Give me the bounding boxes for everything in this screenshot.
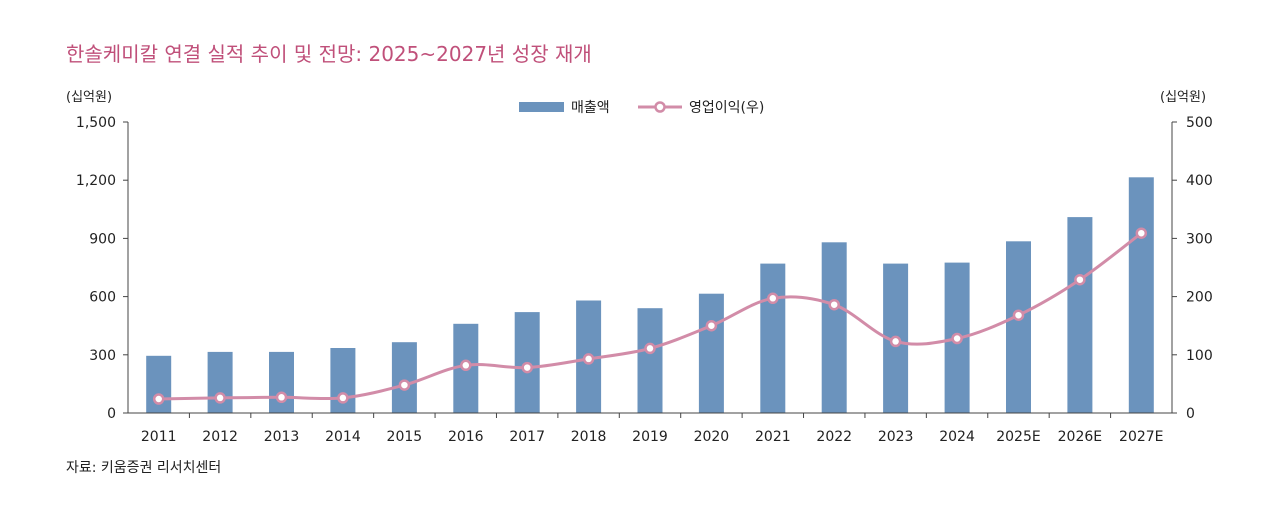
left-axis-unit: (십억원) <box>66 90 113 105</box>
bar-2021 <box>760 263 786 413</box>
right-tick-label: 400 <box>1186 173 1213 189</box>
right-tick-label: 500 <box>1186 115 1213 131</box>
profit-point-2022 <box>828 298 840 311</box>
profit-point-2017 <box>521 361 533 374</box>
x-tick-label: 2017 <box>509 429 545 445</box>
profit-point-2023 <box>889 335 902 348</box>
bar-2020 <box>698 293 724 413</box>
left-tick-label: 1,200 <box>76 173 116 189</box>
x-tick-label: 2025E <box>996 429 1040 445</box>
profit-point-2025E <box>1012 309 1025 321</box>
x-tick-label: 2011 <box>141 429 177 445</box>
bar-2027E <box>1128 177 1154 413</box>
operating-profit-line <box>158 232 1143 401</box>
right-tick-label: 200 <box>1186 290 1213 306</box>
x-tick-label: 2022 <box>816 429 852 445</box>
profit-point-2026E <box>1074 273 1086 286</box>
profit-point-2019 <box>644 342 656 355</box>
x-tick-label: 2016 <box>448 429 484 445</box>
bar-2026E <box>1067 217 1093 413</box>
profit-point-2011 <box>152 393 165 405</box>
profit-point-2014 <box>337 392 349 404</box>
x-tick-label: 2024 <box>939 429 975 445</box>
profit-point-2027E <box>1135 227 1148 239</box>
profit-point-2021 <box>767 292 779 305</box>
profit-point-2016 <box>460 359 472 372</box>
right-tick-label: 100 <box>1186 348 1213 364</box>
x-tick-label: 2020 <box>694 429 730 445</box>
legend-label-operating-profit: 영업이익(우) <box>689 100 764 116</box>
profit-point-2018 <box>582 353 595 365</box>
x-tick-label: 2013 <box>264 429 300 445</box>
bar-2013 <box>269 351 294 413</box>
right-tick-label: 0 <box>1186 406 1195 422</box>
left-tick-label: 300 <box>89 348 116 364</box>
bar-2025E <box>1006 241 1031 413</box>
x-tick-label: 2015 <box>387 429 423 445</box>
profit-point-2015 <box>398 379 411 391</box>
chart-title: 한솔케미칼 연결 실적 추이 및 전망: 2025~2027년 성장 재개 <box>66 42 592 66</box>
bar-2019 <box>637 308 663 413</box>
x-tick-label: 2023 <box>878 429 914 445</box>
x-tick-label: 2019 <box>632 429 668 445</box>
bar-2012 <box>207 351 233 413</box>
x-tick-label: 2027E <box>1119 429 1163 445</box>
profit-point-2012 <box>214 392 226 404</box>
left-tick-label: 1,500 <box>76 115 116 131</box>
legend-label-revenue: 매출액 <box>571 100 610 116</box>
left-tick-label: 900 <box>89 231 116 247</box>
right-axis-unit: (십억원) <box>1160 90 1207 105</box>
x-tick-label: 2026E <box>1058 429 1102 445</box>
x-tick-label: 2018 <box>571 429 607 445</box>
left-tick-label: 0 <box>107 406 116 422</box>
x-tick-label: 2021 <box>755 429 791 445</box>
bar-2022 <box>821 242 847 413</box>
profit-point-2024 <box>951 332 963 345</box>
source-note: 자료: 키움증권 리서치센터 <box>66 460 222 476</box>
bar-2015 <box>391 342 417 413</box>
right-tick-label: 300 <box>1186 231 1213 247</box>
x-tick-label: 2014 <box>325 429 361 445</box>
left-tick-label: 600 <box>89 290 116 306</box>
profit-point-2013 <box>275 391 288 404</box>
x-tick-label: 2012 <box>202 429 238 445</box>
legend-bar-swatch <box>519 102 564 112</box>
legend-line-marker <box>654 101 666 113</box>
profit-point-2020 <box>705 319 718 332</box>
